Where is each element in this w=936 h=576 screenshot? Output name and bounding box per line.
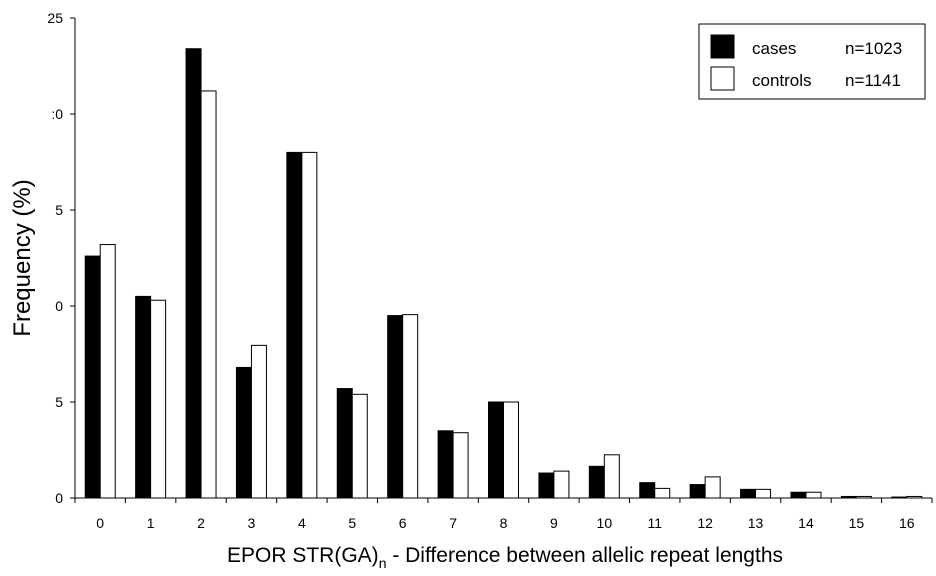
x-axis-label: EPOR STR(GA)n - Difference between allel…	[227, 544, 783, 571]
x-tick-label: 3	[248, 515, 256, 531]
x-tick-label: 8	[500, 515, 508, 531]
bar-controls-2	[200, 90, 217, 499]
bar-cases-11	[639, 482, 656, 499]
x-tick-label: 13	[748, 515, 764, 531]
bars	[84, 48, 923, 499]
bar-controls-14	[805, 491, 822, 499]
x-tick-label: 2	[197, 515, 205, 531]
x-tick-label: 10	[597, 515, 613, 531]
legend-label-cases: cases	[752, 39, 796, 58]
bar-cases-2	[185, 48, 202, 499]
bar-cases-4	[286, 151, 303, 499]
bar-controls-1	[150, 299, 167, 499]
x-tick-label: 12	[697, 515, 713, 531]
legend-swatch-controls	[710, 66, 735, 91]
bar-controls-4	[301, 151, 318, 499]
bar-cases-10	[588, 465, 605, 499]
bar-cases-1	[135, 295, 152, 499]
bar-cases-13	[740, 488, 757, 499]
x-tick-label: 5	[348, 515, 356, 531]
bar-controls-13	[755, 488, 772, 499]
bar-cases-6	[387, 315, 404, 499]
x-tick-label: 0	[96, 515, 104, 531]
x-axis-ticks: 0 1 2 3 4 5 6 7 8 9 10 11 12 13 14 15 16	[74, 498, 933, 531]
legend-label-controls: controls	[752, 71, 812, 90]
x-axis-label-subscript: n	[379, 555, 387, 571]
x-tick-label: 4	[298, 515, 306, 531]
bar-cases-8	[488, 401, 504, 499]
x-tick-label: 11	[647, 515, 662, 531]
bar-cases-0	[84, 255, 101, 499]
bar-controls-0	[99, 244, 116, 499]
legend-n-cases: n=1023	[845, 39, 902, 58]
legend-swatch-cases	[710, 34, 735, 59]
bar-controls-9	[553, 470, 570, 499]
y-tick-label: 25	[47, 10, 63, 26]
bar-cases-7	[437, 430, 454, 499]
x-axis-label-rest: - Difference between allelic repeat leng…	[386, 544, 783, 567]
x-tick-label: 15	[849, 515, 865, 531]
bar-cases-12	[689, 484, 706, 499]
legend: cases n=1023 controls n=1141	[698, 23, 926, 100]
x-axis-label-main: EPOR STR(GA)	[227, 544, 379, 567]
legend-n-controls: n=1141	[845, 71, 901, 90]
bar-controls-7	[452, 432, 469, 499]
x-tick-label: 14	[798, 515, 814, 531]
bar-controls-5	[351, 393, 368, 499]
y-axis-ticks: 0 5 0 5 :0 25	[47, 10, 75, 506]
y-tick-label: :0	[51, 106, 63, 122]
y-tick-label: 0	[55, 490, 63, 506]
bar-controls-12	[704, 476, 721, 499]
x-tick-label: 6	[399, 515, 407, 531]
bar-cases-14	[790, 491, 807, 499]
bar-controls-3	[250, 344, 267, 499]
x-tick-label: 16	[899, 515, 915, 531]
y-tick-label: 0	[55, 298, 63, 314]
y-axis-label: Frequency (%)	[9, 179, 36, 336]
legend-box	[698, 23, 926, 100]
x-tick-label: 1	[147, 515, 155, 531]
bar-controls-6	[402, 314, 419, 499]
x-tick-label: 9	[550, 515, 558, 531]
bar-controls-8	[503, 401, 519, 499]
y-tick-label: 5	[55, 394, 63, 410]
bar-controls-10	[603, 454, 620, 499]
bar-cases-3	[235, 366, 252, 499]
x-tick-label: 7	[449, 515, 457, 531]
bar-controls-11	[654, 487, 671, 499]
y-tick-label: 5	[55, 202, 63, 218]
bar-cases-5	[336, 388, 353, 499]
bar-cases-9	[538, 472, 555, 499]
